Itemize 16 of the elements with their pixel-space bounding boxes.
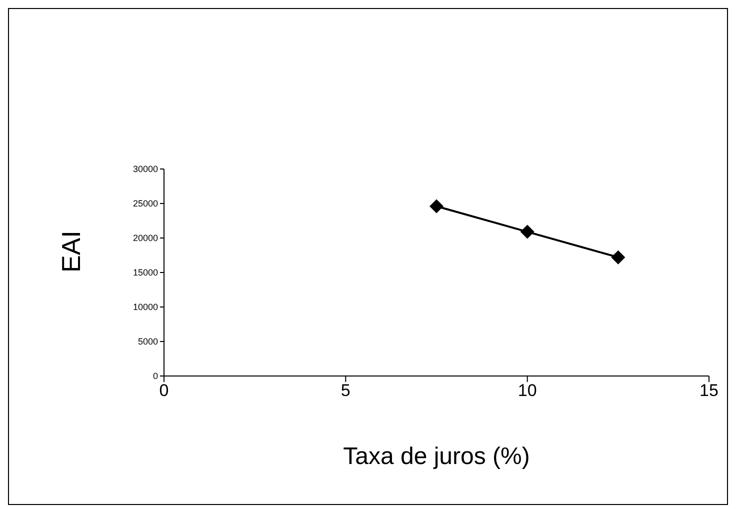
y-tick-label: 0 bbox=[152, 371, 158, 382]
x-axis-title: Taxa de juros (%) bbox=[343, 443, 530, 470]
point bbox=[430, 199, 444, 214]
point bbox=[520, 224, 534, 239]
x-tick-label: 5 bbox=[340, 381, 350, 400]
y-tick-label: 15000 bbox=[132, 268, 158, 278]
y-tick-label: 30000 bbox=[132, 164, 158, 174]
x-tick-label: 10 bbox=[518, 381, 537, 400]
chart-frame: 0 5 10 15 Taxa de juros (%) 0 5000 10000 15000 20000 25000 30000 EAI bbox=[8, 8, 728, 505]
point bbox=[611, 250, 626, 264]
y-tick-label: 5000 bbox=[138, 336, 158, 347]
y-tick-label: 25000 bbox=[132, 198, 158, 209]
y-tick-label: 20000 bbox=[132, 233, 158, 244]
x-tick-label: 15 bbox=[700, 381, 718, 400]
y-tick-label: 10000 bbox=[132, 302, 158, 312]
y-axis-title: EAI bbox=[56, 230, 86, 272]
